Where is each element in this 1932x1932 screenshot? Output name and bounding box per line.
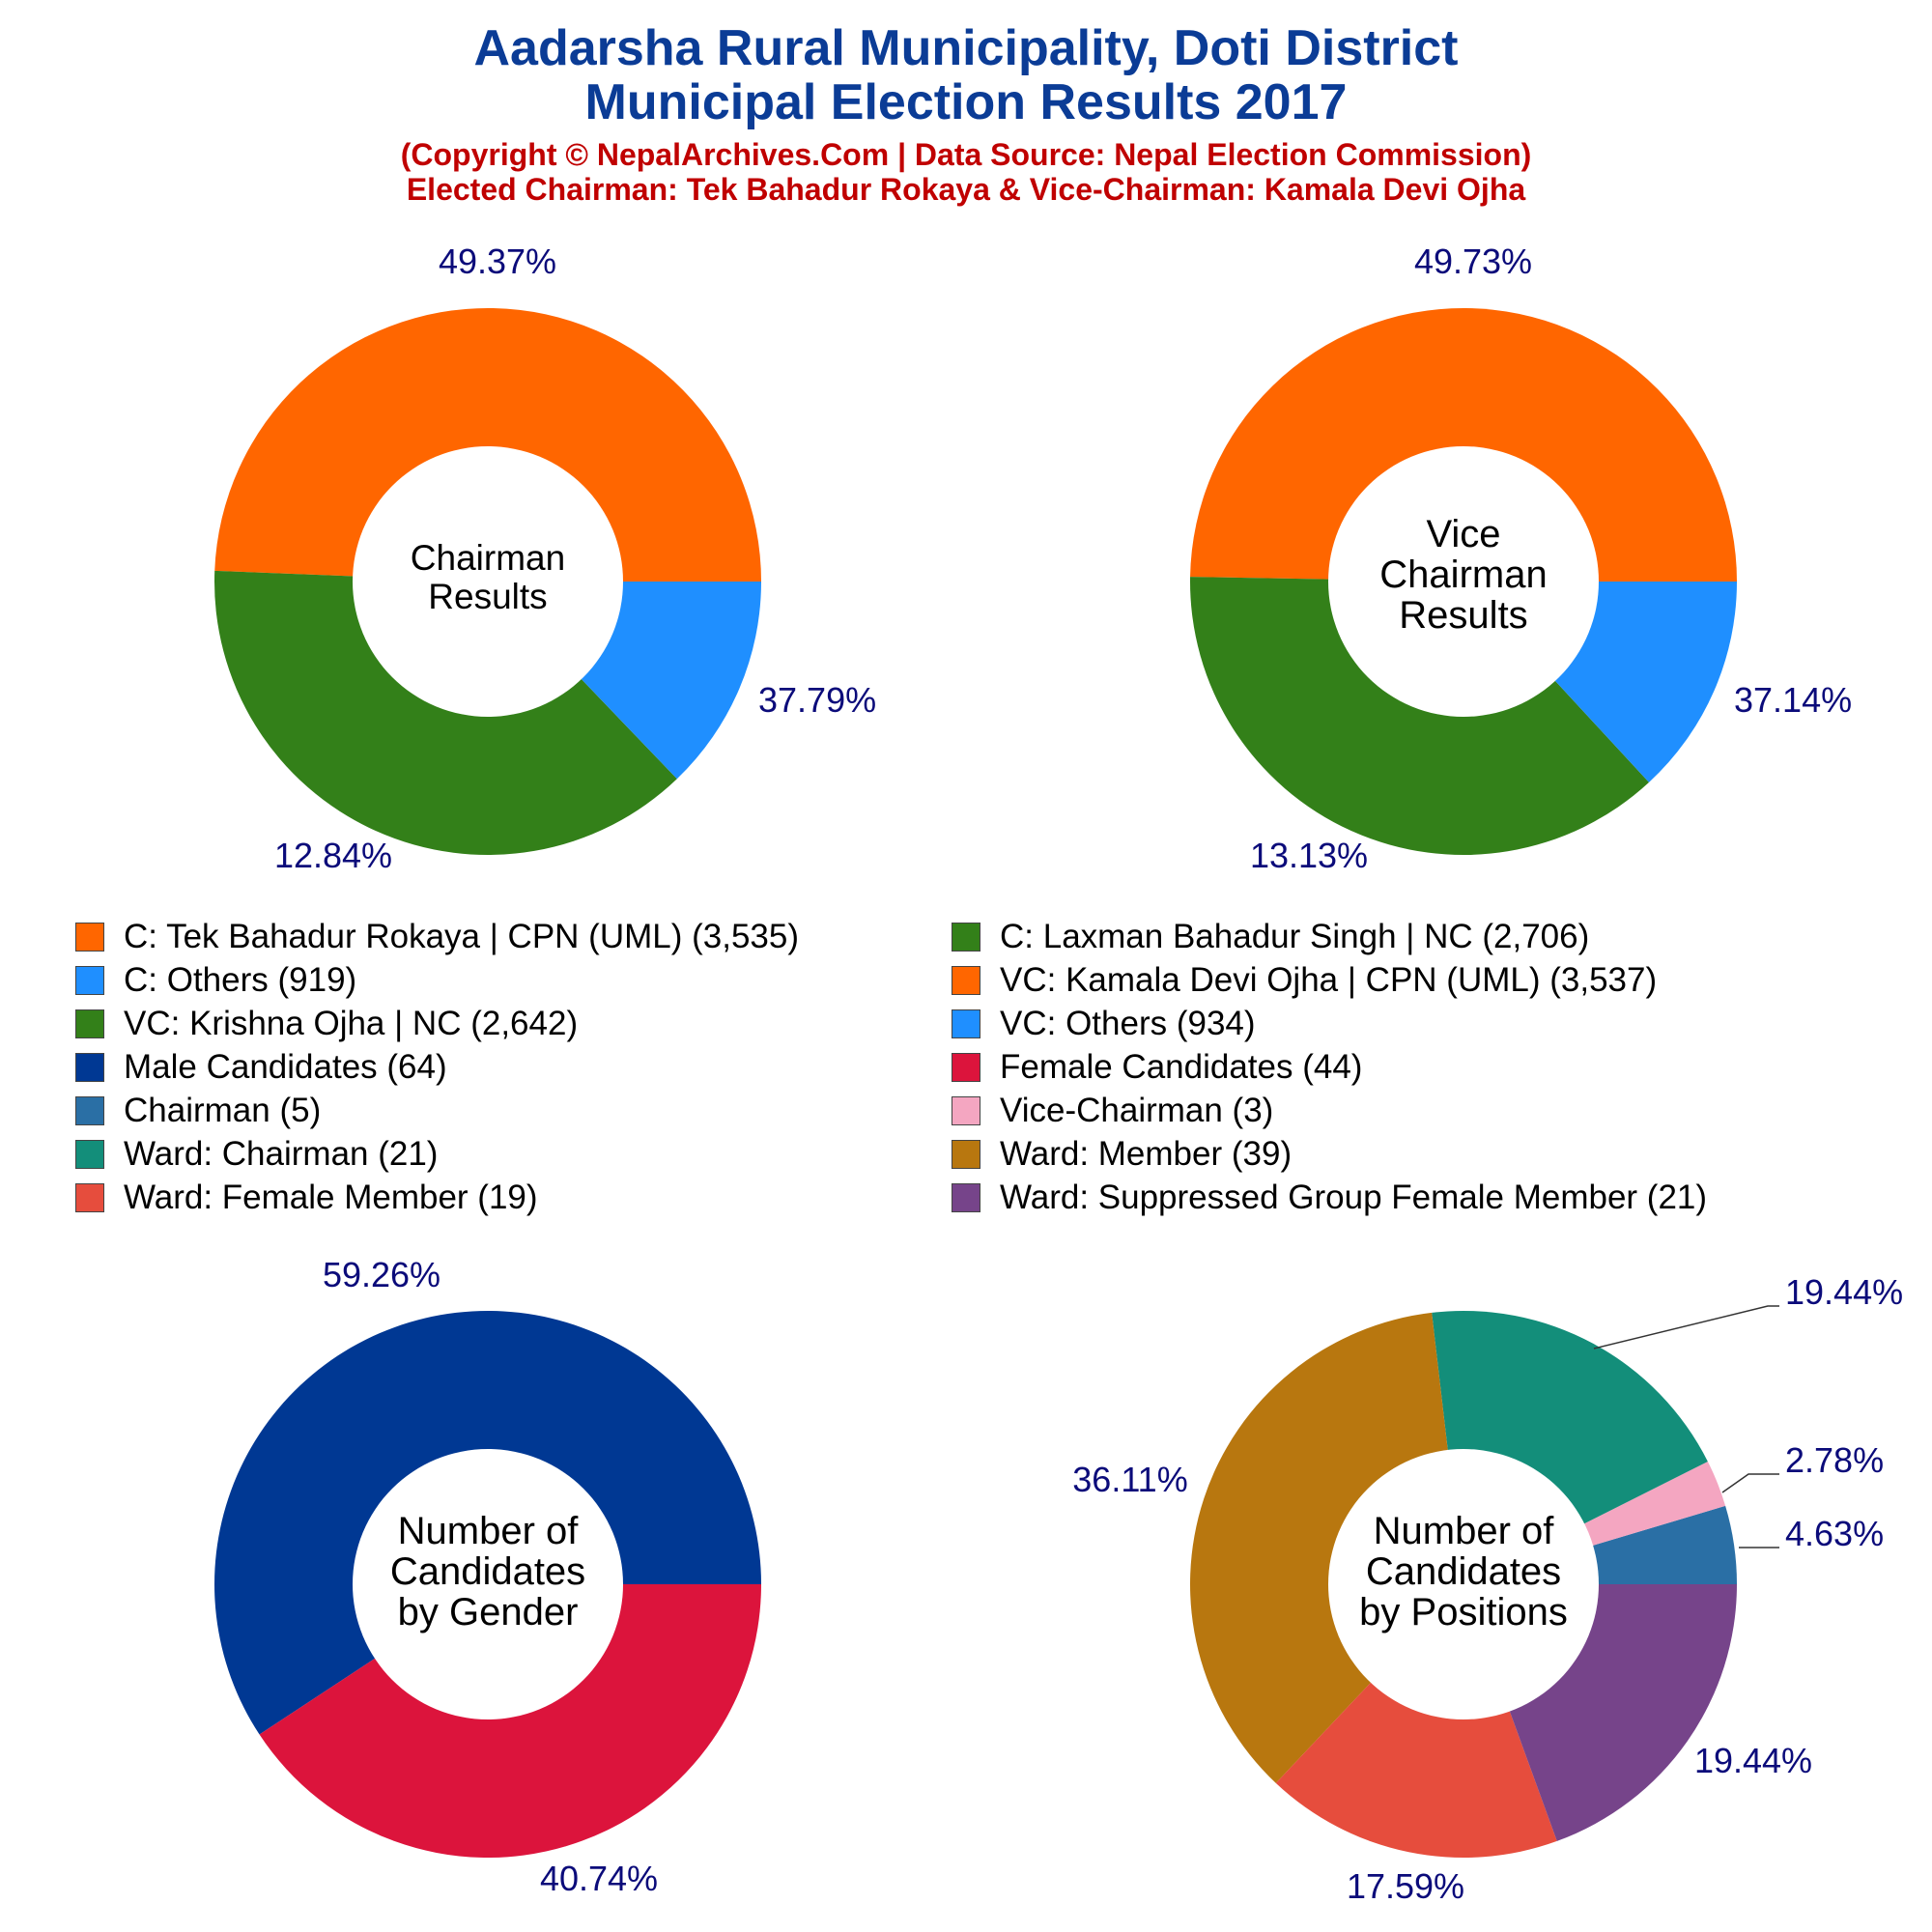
pie-slice [1190, 577, 1650, 855]
legend-swatch [952, 1053, 980, 1082]
percent-label: 49.73% [1414, 242, 1532, 281]
donut-center-label: Number of [398, 1510, 580, 1552]
legend-label: Female Candidates (44) [1000, 1048, 1363, 1086]
chart-title-line-2: Municipal Election Results 2017 [584, 74, 1348, 130]
leader-line [1593, 1305, 1779, 1350]
legend-item: VC: Krishna Ojha | NC (2,642) [75, 1005, 578, 1043]
donut-center-label: Chairman [411, 538, 565, 578]
percent-label: 19.44% [1694, 1741, 1812, 1780]
legend-swatch [952, 923, 980, 952]
legend-label: Male Candidates (64) [124, 1048, 447, 1086]
percent-label: 36.11% [1072, 1460, 1187, 1499]
donut-center-label: Number of [1374, 1510, 1555, 1552]
pie-slice [214, 570, 677, 855]
legend-label: VC: Others (934) [1000, 1005, 1256, 1042]
legend-swatch [75, 1053, 104, 1082]
legend-label: Ward: Member (39) [1000, 1135, 1293, 1173]
legend-swatch [952, 966, 980, 995]
legend-swatch [75, 923, 104, 952]
legend-item: Ward: Member (39) [952, 1135, 1292, 1174]
legend-item: Ward: Suppressed Group Female Member (21… [952, 1179, 1707, 1217]
legend-item: VC: Kamala Devi Ojha | CPN (UML) (3,537) [952, 961, 1657, 1000]
legend-label: VC: Kamala Devi Ojha | CPN (UML) (3,537) [1000, 961, 1658, 999]
legend-item: Male Candidates (64) [75, 1048, 447, 1087]
pie-slice [214, 307, 762, 582]
pie-slice [1190, 307, 1737, 582]
legend-label: C: Others (919) [124, 961, 357, 999]
donut-center-label: Results [428, 577, 547, 616]
legend-item: C: Laxman Bahadur Singh | NC (2,706) [952, 918, 1589, 956]
donut-hole [1328, 446, 1599, 717]
percent-label: 13.13% [1250, 836, 1368, 875]
legend-swatch [952, 1009, 980, 1038]
donut-center-label: by Positions [1359, 1591, 1568, 1634]
legend-label: Vice-Chairman (3) [1000, 1092, 1274, 1129]
percent-label: 37.79% [758, 680, 876, 720]
leader-line [1721, 1473, 1779, 1493]
legend-item: Ward: Chairman (21) [75, 1135, 438, 1174]
percent-label: 17.59% [1347, 1866, 1464, 1906]
percent-label: 40.74% [540, 1859, 658, 1898]
pie-slice [1189, 1312, 1463, 1783]
legend-swatch [952, 1096, 980, 1125]
legend-item: Female Candidates (44) [952, 1048, 1362, 1087]
legend-label: C: Laxman Bahadur Singh | NC (2,706) [1000, 918, 1590, 955]
donut-center-label: Vice [1426, 513, 1500, 555]
legend-label: Ward: Female Member (19) [124, 1179, 538, 1216]
elected-subtitle: Elected Chairman: Tek Bahadur Rokaya & V… [406, 172, 1526, 207]
donut-center-label: by Gender [398, 1591, 579, 1634]
legend-swatch [952, 1183, 980, 1212]
legend-swatch [75, 1096, 104, 1125]
legend-item: VC: Others (934) [952, 1005, 1256, 1043]
copyright-subtitle: (Copyright © NepalArchives.Com | Data So… [400, 137, 1532, 172]
percent-label: 49.37% [439, 242, 556, 281]
legend-swatch [75, 1009, 104, 1038]
legend-item: Chairman (5) [75, 1092, 321, 1130]
chart-title-line-1: Aadarsha Rural Municipality, Doti Distri… [473, 20, 1459, 76]
percent-label: 12.84% [274, 836, 392, 875]
percent-label: 2.78% [1785, 1440, 1884, 1480]
legend-label: VC: Krishna Ojha | NC (2,642) [124, 1005, 579, 1042]
donut-hole [353, 446, 623, 717]
percent-label: 4.63% [1785, 1514, 1884, 1553]
legend-swatch [952, 1140, 980, 1169]
percent-label: 37.14% [1734, 680, 1852, 720]
donut-hole [1328, 1449, 1599, 1719]
legend-item: Ward: Female Member (19) [75, 1179, 538, 1217]
legend-label: Ward: Chairman (21) [124, 1135, 439, 1173]
legend-label: C: Tek Bahadur Rokaya | CPN (UML) (3,535… [124, 918, 799, 955]
donut-center-label: Chairman [1379, 554, 1547, 596]
legend-item: C: Others (919) [75, 961, 356, 1000]
percent-label: 19.44% [1785, 1272, 1903, 1312]
legend-swatch [75, 1140, 104, 1169]
legend-label: Ward: Suppressed Group Female Member (21… [1000, 1179, 1708, 1216]
legend-swatch [75, 1183, 104, 1212]
donut-center-label: Results [1399, 594, 1527, 637]
donut-center-label: Candidates [1366, 1550, 1561, 1593]
page-header: Aadarsha Rural Municipality, Doti Distri… [0, 21, 1932, 207]
donut-hole [353, 1449, 623, 1719]
legend-label: Chairman (5) [124, 1092, 322, 1129]
legend-item: Vice-Chairman (3) [952, 1092, 1273, 1130]
legend-swatch [75, 966, 104, 995]
donut-center-label: Candidates [390, 1550, 585, 1593]
percent-label: 59.26% [323, 1255, 440, 1294]
legend-item: C: Tek Bahadur Rokaya | CPN (UML) (3,535… [75, 918, 799, 956]
candidates-by-positions-donut: 4.63% 2.78% 19.44% 36.11% 17.59% 19.44% Number… [1072, 1272, 1903, 1906]
